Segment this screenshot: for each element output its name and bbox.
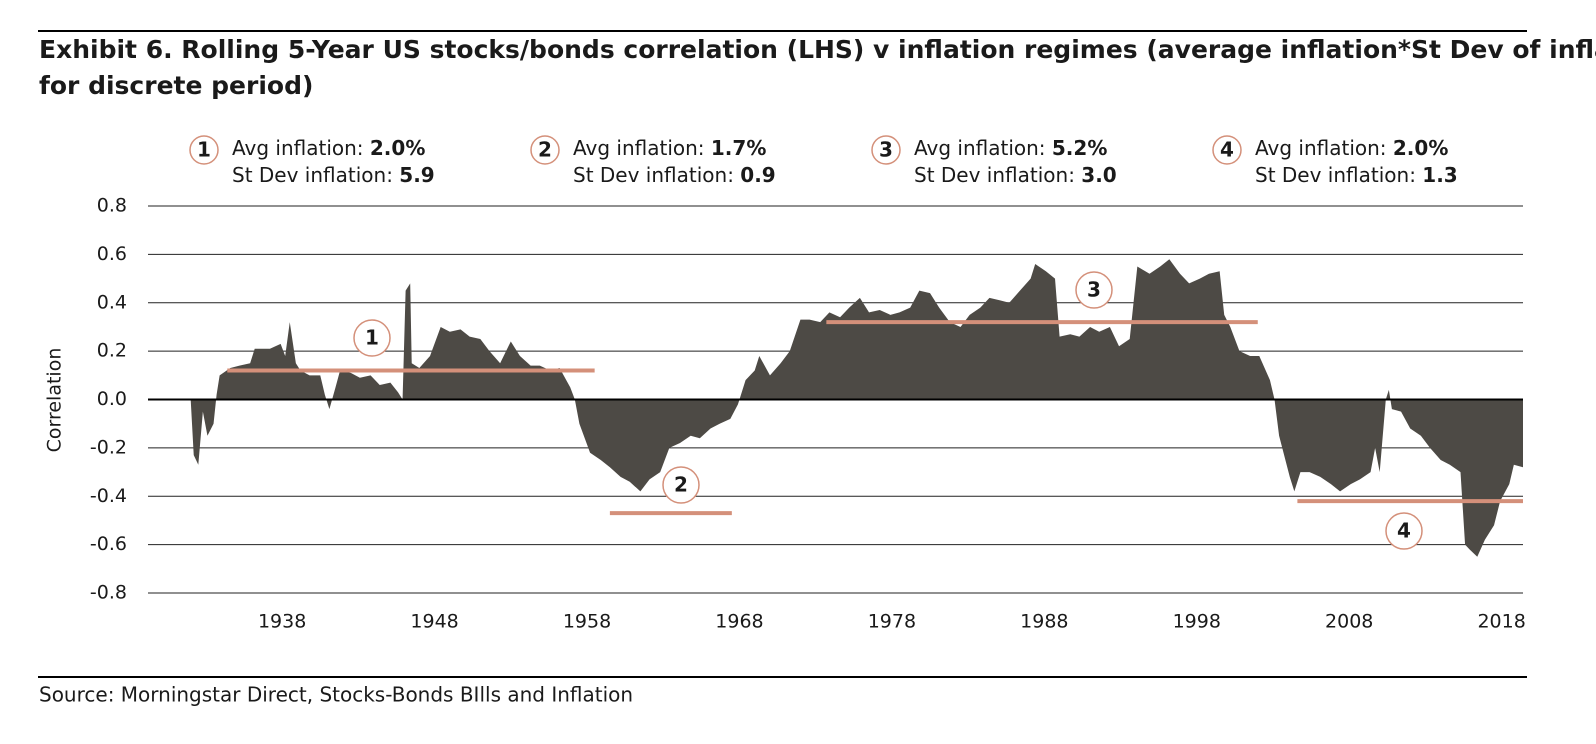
- x-tick-label: 1958: [563, 611, 611, 633]
- regime-bubble-label: 2: [674, 473, 688, 497]
- y-tick-label: 0.4: [97, 291, 127, 313]
- legend-sd: St Dev inflation: 0.9: [573, 163, 776, 187]
- sd-value: 1.3: [1422, 163, 1457, 187]
- y-axis-label: Correlation: [44, 348, 66, 453]
- legend-avg: Avg inflation: 1.7%: [573, 136, 766, 160]
- regime-bubble-label: 3: [1087, 278, 1101, 302]
- regime-bubble-label: 4: [1397, 519, 1411, 543]
- legend-bubble-label: 2: [538, 138, 552, 162]
- y-tick-label: -0.2: [90, 436, 127, 458]
- source: Source: Morningstar Direct, Stocks-Bonds…: [39, 683, 633, 707]
- legend-bubble-label: 1: [197, 138, 211, 162]
- legend-bubble: [871, 135, 901, 165]
- y-tick-label: -0.6: [90, 533, 127, 555]
- avg-value: 2.0%: [370, 136, 425, 160]
- regime-bubble: [1385, 512, 1423, 550]
- regime-bubble-label: 1: [365, 326, 379, 350]
- y-tick-label: -0.8: [90, 582, 127, 604]
- sd-label: St Dev inflation:: [1255, 163, 1422, 187]
- sd-value: 0.9: [740, 163, 775, 187]
- x-tick-label: 1998: [1173, 611, 1221, 633]
- regime-bubble: [1075, 271, 1113, 309]
- avg-label: Avg inflation:: [1255, 136, 1393, 160]
- legend-avg: Avg inflation: 2.0%: [232, 136, 425, 160]
- legend-sd: St Dev inflation: 3.0: [914, 163, 1117, 187]
- sd-label: St Dev inflation:: [914, 163, 1081, 187]
- x-tick-label: 2018: [1477, 611, 1525, 633]
- sd-label: St Dev inflation:: [232, 163, 399, 187]
- legend-sd: St Dev inflation: 1.3: [1255, 163, 1458, 187]
- legend-bubble: [1212, 135, 1242, 165]
- legend-bubble: [189, 135, 219, 165]
- y-tick-label: 0.6: [97, 243, 127, 265]
- legend-bubble: [530, 135, 560, 165]
- avg-label: Avg inflation:: [914, 136, 1052, 160]
- x-tick-label: 1988: [1020, 611, 1068, 633]
- sd-value: 5.9: [399, 163, 434, 187]
- x-tick-label: 1968: [715, 611, 763, 633]
- avg-value: 2.0%: [1393, 136, 1448, 160]
- y-tick-label: 0.0: [97, 388, 127, 410]
- x-tick-label: 1948: [410, 611, 458, 633]
- avg-value: 1.7%: [711, 136, 766, 160]
- legend-avg: Avg inflation: 2.0%: [1255, 136, 1448, 160]
- legend-avg: Avg inflation: 5.2%: [914, 136, 1107, 160]
- legend-bubble-label: 4: [1220, 138, 1234, 162]
- regime-bubble: [353, 319, 391, 357]
- avg-label: Avg inflation:: [232, 136, 370, 160]
- chart-title: for discrete period): [39, 71, 313, 100]
- y-tick-label: -0.4: [90, 485, 127, 507]
- area: [148, 259, 1523, 557]
- avg-value: 5.2%: [1052, 136, 1107, 160]
- x-tick-label: 2008: [1325, 611, 1373, 633]
- avg-label: Avg inflation:: [573, 136, 711, 160]
- regime-bubble: [662, 466, 700, 504]
- x-tick-label: 1938: [258, 611, 306, 633]
- chart-title: Exhibit 6. Rolling 5-Year US stocks/bond…: [39, 35, 1596, 64]
- y-tick-label: 0.2: [97, 340, 127, 362]
- legend-bubble-label: 3: [879, 138, 893, 162]
- y-tick-label: 0.8: [97, 195, 127, 217]
- sd-value: 3.0: [1081, 163, 1116, 187]
- legend-sd: St Dev inflation: 5.9: [232, 163, 435, 187]
- sd-label: St Dev inflation:: [573, 163, 740, 187]
- x-tick-label: 1978: [868, 611, 916, 633]
